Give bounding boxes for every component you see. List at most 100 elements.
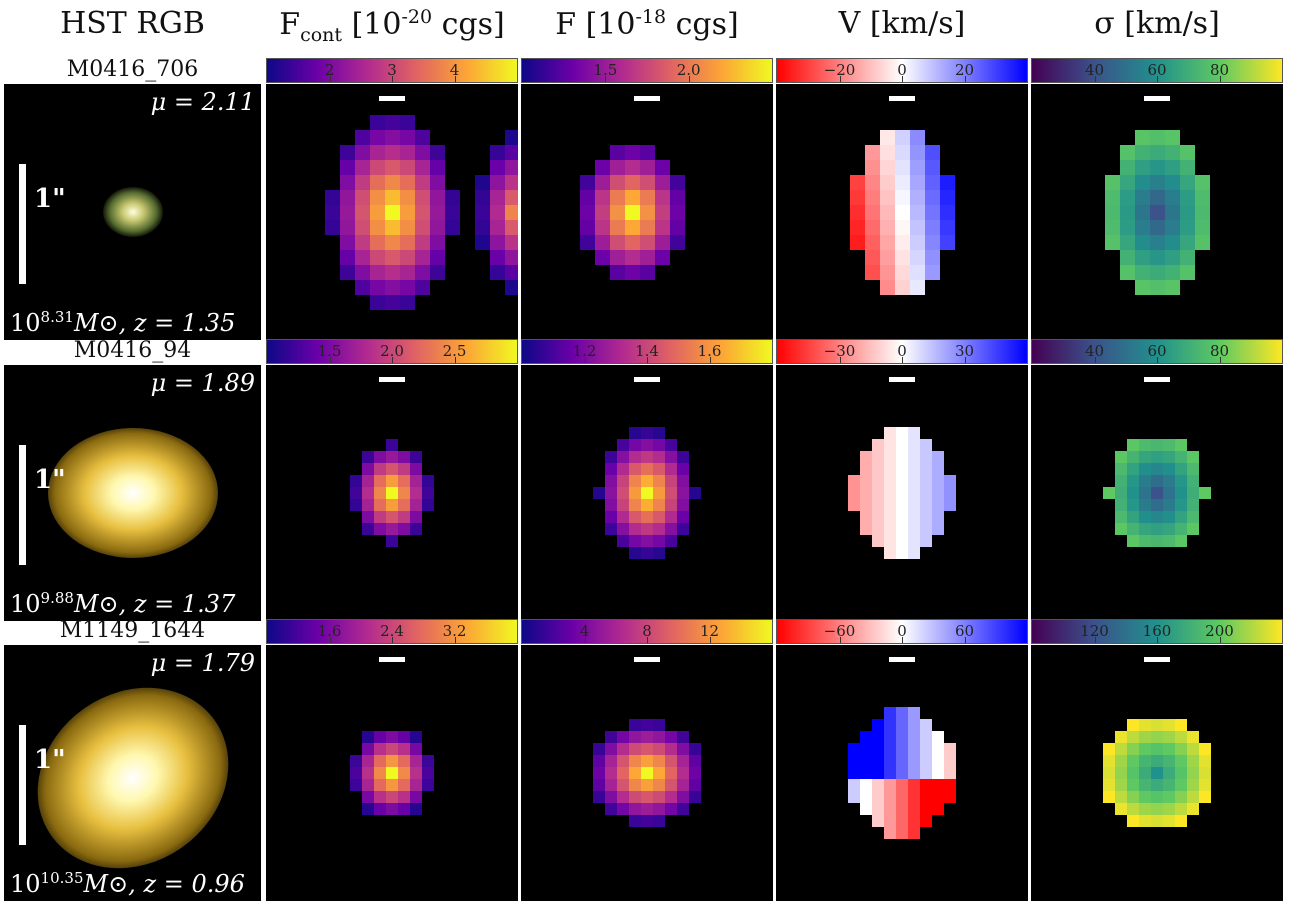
map-pixel — [369, 129, 385, 145]
map-pixel — [909, 204, 925, 220]
colorbar-tick-label: 2.0 — [676, 61, 701, 79]
map-pixel — [860, 511, 872, 523]
map-pixel — [398, 499, 410, 511]
map-pixel — [1115, 451, 1127, 463]
map-pixel — [1104, 174, 1120, 190]
magnification-label: μ = 2.11 — [150, 88, 255, 116]
colorbar-tick-label: 2.5 — [442, 342, 467, 360]
map-pixel — [374, 767, 386, 779]
map-pixel — [641, 731, 653, 743]
map-pixel — [1104, 219, 1120, 235]
map-pixel — [1103, 779, 1115, 791]
colorbar-tick-mark — [454, 76, 456, 82]
map-pixel — [1187, 451, 1199, 463]
map-pixel — [641, 767, 653, 779]
map-pixel — [1151, 755, 1163, 767]
map-pixel — [872, 487, 884, 499]
map-pixel — [624, 264, 640, 280]
map-pixel — [641, 499, 653, 511]
colorbar: 2 3 4 — [266, 58, 518, 83]
map-pixel — [1164, 279, 1180, 295]
map-panel — [1031, 365, 1283, 621]
map-pixel — [677, 487, 689, 499]
colorbar-tick-label: 60 — [1147, 342, 1167, 360]
map-pixel — [369, 159, 385, 175]
map-pixel — [1187, 523, 1199, 535]
map-pixel — [909, 249, 925, 265]
map-pixel — [908, 827, 920, 839]
mass-redshift-label: 109.88M⊙, z = 1.37 — [10, 589, 236, 618]
map-pixel — [1151, 815, 1163, 827]
map-pixel — [864, 204, 880, 220]
colorbar-tick-mark — [964, 76, 966, 82]
map-pixel — [362, 511, 374, 523]
map-pixel — [1151, 511, 1163, 523]
map-pixel — [609, 204, 625, 220]
map-pixel — [864, 264, 880, 280]
map-pixel — [624, 219, 640, 235]
map-pixel — [1163, 439, 1175, 451]
map-pixel — [677, 803, 689, 815]
map-pixel — [629, 463, 641, 475]
map-pixel — [386, 475, 398, 487]
map-pixel — [639, 204, 655, 220]
column-header-velocity: V [km/s] — [776, 6, 1028, 52]
map-pixel — [374, 779, 386, 791]
map-pixel — [384, 219, 400, 235]
map-pixel — [1149, 129, 1165, 145]
map-pixel — [1187, 791, 1199, 803]
map-pixel — [605, 731, 617, 743]
map-pixel — [653, 743, 665, 755]
map-pixel — [410, 743, 422, 755]
map-pixel — [594, 204, 610, 220]
map-pixel — [677, 743, 689, 755]
map-pixel — [665, 475, 677, 487]
map-pixel — [1163, 719, 1175, 731]
galaxy-name: M1149_1644 — [59, 618, 206, 643]
map-pixel — [653, 487, 665, 499]
colorbar-tick-mark — [1094, 76, 1096, 82]
map-pixel — [653, 499, 665, 511]
fcont-label-sub: cont — [300, 24, 343, 46]
map-pixel — [339, 234, 355, 250]
map-pixel — [884, 463, 896, 475]
map-pixel — [1104, 204, 1120, 220]
map-pixel — [939, 219, 955, 235]
map-pixel — [579, 204, 595, 220]
map-pixel — [414, 144, 430, 160]
map-pixel — [1134, 189, 1150, 205]
map-pixel — [489, 219, 505, 235]
map-pixel — [605, 499, 617, 511]
map-pixel — [1199, 487, 1211, 499]
map-pixel — [1175, 791, 1187, 803]
map-pixel — [617, 755, 629, 767]
map-pixel — [1187, 803, 1199, 815]
map-pixel — [384, 174, 400, 190]
map-pixel — [629, 439, 641, 451]
map-pixel — [848, 487, 860, 499]
map-pixel — [414, 264, 430, 280]
map-pixel — [1194, 204, 1210, 220]
map-pixel — [1139, 803, 1151, 815]
map-pixel — [1127, 463, 1139, 475]
map-pixel — [386, 511, 398, 523]
map-pixel — [908, 743, 920, 755]
map-pixel — [384, 159, 400, 175]
scale-bar-label: 1" — [34, 184, 66, 214]
map-pixel — [617, 779, 629, 791]
colorbar-tick-mark — [1219, 637, 1221, 643]
map-panel — [1031, 645, 1283, 901]
map-pixel — [909, 234, 925, 250]
map-pixel — [641, 803, 653, 815]
beam-size-marker — [379, 657, 405, 662]
map-pixel — [617, 511, 629, 523]
map-pixel — [653, 791, 665, 803]
map-pixel — [429, 174, 445, 190]
map-pixel — [1163, 535, 1175, 547]
map-pixel — [920, 731, 932, 743]
map-pixel — [1139, 719, 1151, 731]
map-pixel — [384, 294, 400, 310]
colorbar-tick-mark — [839, 637, 841, 643]
map-pixel — [944, 767, 956, 779]
map-pixel — [1119, 159, 1135, 175]
